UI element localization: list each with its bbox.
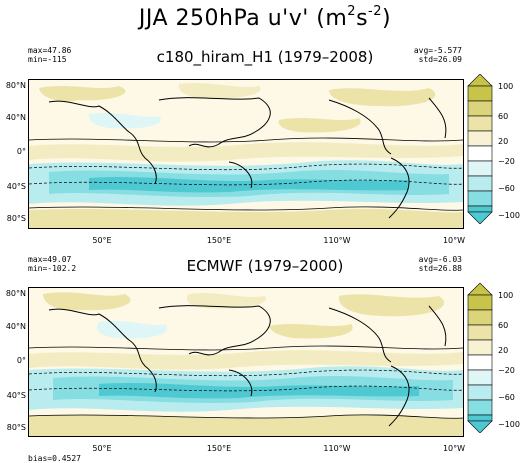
panel2-map: [28, 287, 464, 437]
panel2-lon-150e: 150°E: [206, 444, 232, 453]
panel2-lat-80n: 80°N: [5, 289, 26, 298]
panel1-colorbar: 100 60 20 −20 −60 −100: [466, 73, 526, 225]
panel1-std: std=26.09: [418, 55, 462, 64]
panel2-lon-50e: 50°E: [92, 444, 112, 453]
panel1-cb-m100: −100: [498, 211, 520, 220]
panel2-lat-80s: 80°S: [6, 423, 26, 432]
panel1-cb-100: 100: [498, 82, 514, 91]
panel2-subtitle: ECMWF (1979–2000): [186, 257, 344, 275]
panel2-cb-60: 60: [498, 321, 509, 330]
panel1-lat-80n: 80°N: [5, 81, 26, 90]
panel2-cb-20: 20: [498, 346, 509, 355]
panel2-cb-m60: −60: [498, 393, 515, 402]
panel2-cb-m20: −20: [498, 366, 515, 375]
panel2-colorbar-swatches: [467, 282, 493, 434]
panel1-lat-0: 0°: [16, 147, 26, 156]
panel1-min: min=-115: [28, 55, 67, 64]
panel2-min: min=-102.2: [28, 264, 77, 273]
panel2-lat-40n: 40°N: [5, 322, 26, 331]
panel1-lat-40s: 40°S: [6, 182, 26, 191]
footer-bias: bias=0.4527: [28, 454, 81, 463]
panel1-colorbar-swatches: [467, 73, 493, 225]
panel1-avg: avg=-5.577: [413, 46, 462, 55]
panel1-cb-m20: −20: [498, 157, 515, 166]
panel1-cb-60: 60: [498, 112, 509, 121]
panel2-lat-0: 0°: [16, 356, 26, 365]
panel1-lat-80s: 80°S: [6, 214, 26, 223]
panel2-std: std=26.88: [418, 264, 462, 273]
panel2-avg: avg=-6.03: [418, 255, 462, 264]
panel1-lon-50e: 50°E: [92, 236, 112, 245]
panel2-cb-100: 100: [498, 291, 514, 300]
figure-title: JJA 250hPa u'v' (m2s-2): [138, 4, 392, 31]
panel2-colorbar: 100 60 20 −20 −60 −100: [466, 282, 526, 434]
panel2-lon-10w: 10°W: [442, 444, 466, 453]
panel2-lon-110w: 110°W: [323, 444, 351, 453]
panel1-lat-40n: 40°N: [5, 113, 26, 122]
panel1-map: [28, 79, 464, 229]
panel1-lon-150e: 150°E: [206, 236, 232, 245]
panel1-max: max=47.86: [28, 46, 72, 55]
panel1-subtitle: c180_hiram_H1 (1979–2008): [156, 48, 374, 66]
panel2-max: max=49.07: [28, 255, 72, 264]
panel2-cb-m100: −100: [498, 420, 520, 429]
panel1-lon-110w: 110°W: [323, 236, 351, 245]
panel1-lon-10w: 10°W: [442, 236, 466, 245]
panel1-cb-20: 20: [498, 137, 509, 146]
panel2-lat-40s: 40°S: [6, 391, 26, 400]
panel1-cb-m60: −60: [498, 184, 515, 193]
